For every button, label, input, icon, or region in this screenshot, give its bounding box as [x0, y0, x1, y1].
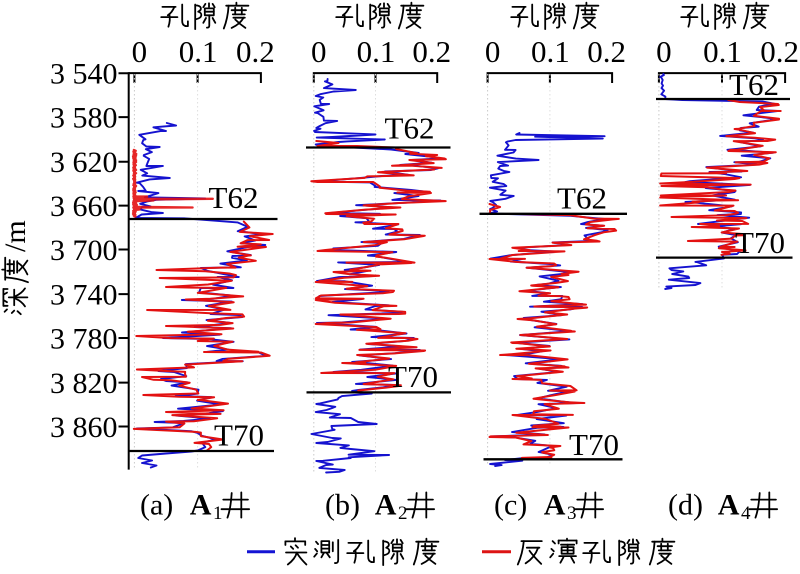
svg-text:(b): (b): [325, 489, 360, 522]
svg-text:3 700: 3 700: [50, 234, 118, 267]
svg-text:3 780: 3 780: [50, 323, 118, 356]
svg-text:0.2: 0.2: [760, 34, 799, 69]
svg-text:3 740: 3 740: [50, 279, 118, 312]
svg-text:4: 4: [741, 503, 751, 524]
svg-text:T70: T70: [735, 225, 785, 260]
svg-text:T62: T62: [729, 67, 779, 102]
svg-text:A: A: [718, 489, 740, 522]
svg-text:3 580: 3 580: [50, 102, 118, 135]
svg-text:(a): (a): [140, 489, 173, 522]
svg-text:3 860: 3 860: [50, 411, 118, 444]
svg-text:3: 3: [567, 503, 577, 524]
svg-text:A: A: [190, 489, 212, 522]
svg-text:0.1: 0.1: [703, 34, 742, 69]
svg-text:0: 0: [656, 34, 672, 69]
svg-text:0.2: 0.2: [587, 34, 626, 69]
svg-text:1: 1: [213, 503, 223, 524]
svg-text:0.1: 0.1: [357, 34, 396, 69]
svg-text:0.2: 0.2: [412, 34, 451, 69]
svg-text:(c): (c): [494, 489, 527, 522]
svg-text:3 660: 3 660: [50, 190, 118, 223]
svg-text:3 620: 3 620: [50, 146, 118, 179]
svg-text:A: A: [544, 489, 566, 522]
svg-text:T70: T70: [388, 359, 438, 394]
svg-text:0.1: 0.1: [531, 34, 570, 69]
svg-text:0: 0: [485, 34, 501, 69]
svg-text:T70: T70: [214, 418, 264, 453]
svg-text:0.2: 0.2: [236, 34, 275, 69]
svg-text:T62: T62: [557, 181, 607, 216]
svg-text:3 540: 3 540: [50, 58, 118, 91]
svg-text:3 820: 3 820: [50, 367, 118, 400]
svg-text:/m: /m: [0, 220, 32, 252]
svg-text:0: 0: [311, 34, 327, 69]
svg-text:A: A: [375, 489, 397, 522]
svg-text:T62: T62: [385, 111, 435, 146]
svg-text:2: 2: [398, 503, 408, 524]
svg-text:0: 0: [132, 34, 148, 69]
svg-text:(d): (d): [668, 489, 703, 522]
svg-text:0.1: 0.1: [179, 34, 218, 69]
svg-text:T70: T70: [569, 427, 619, 462]
svg-text:T62: T62: [209, 180, 259, 215]
